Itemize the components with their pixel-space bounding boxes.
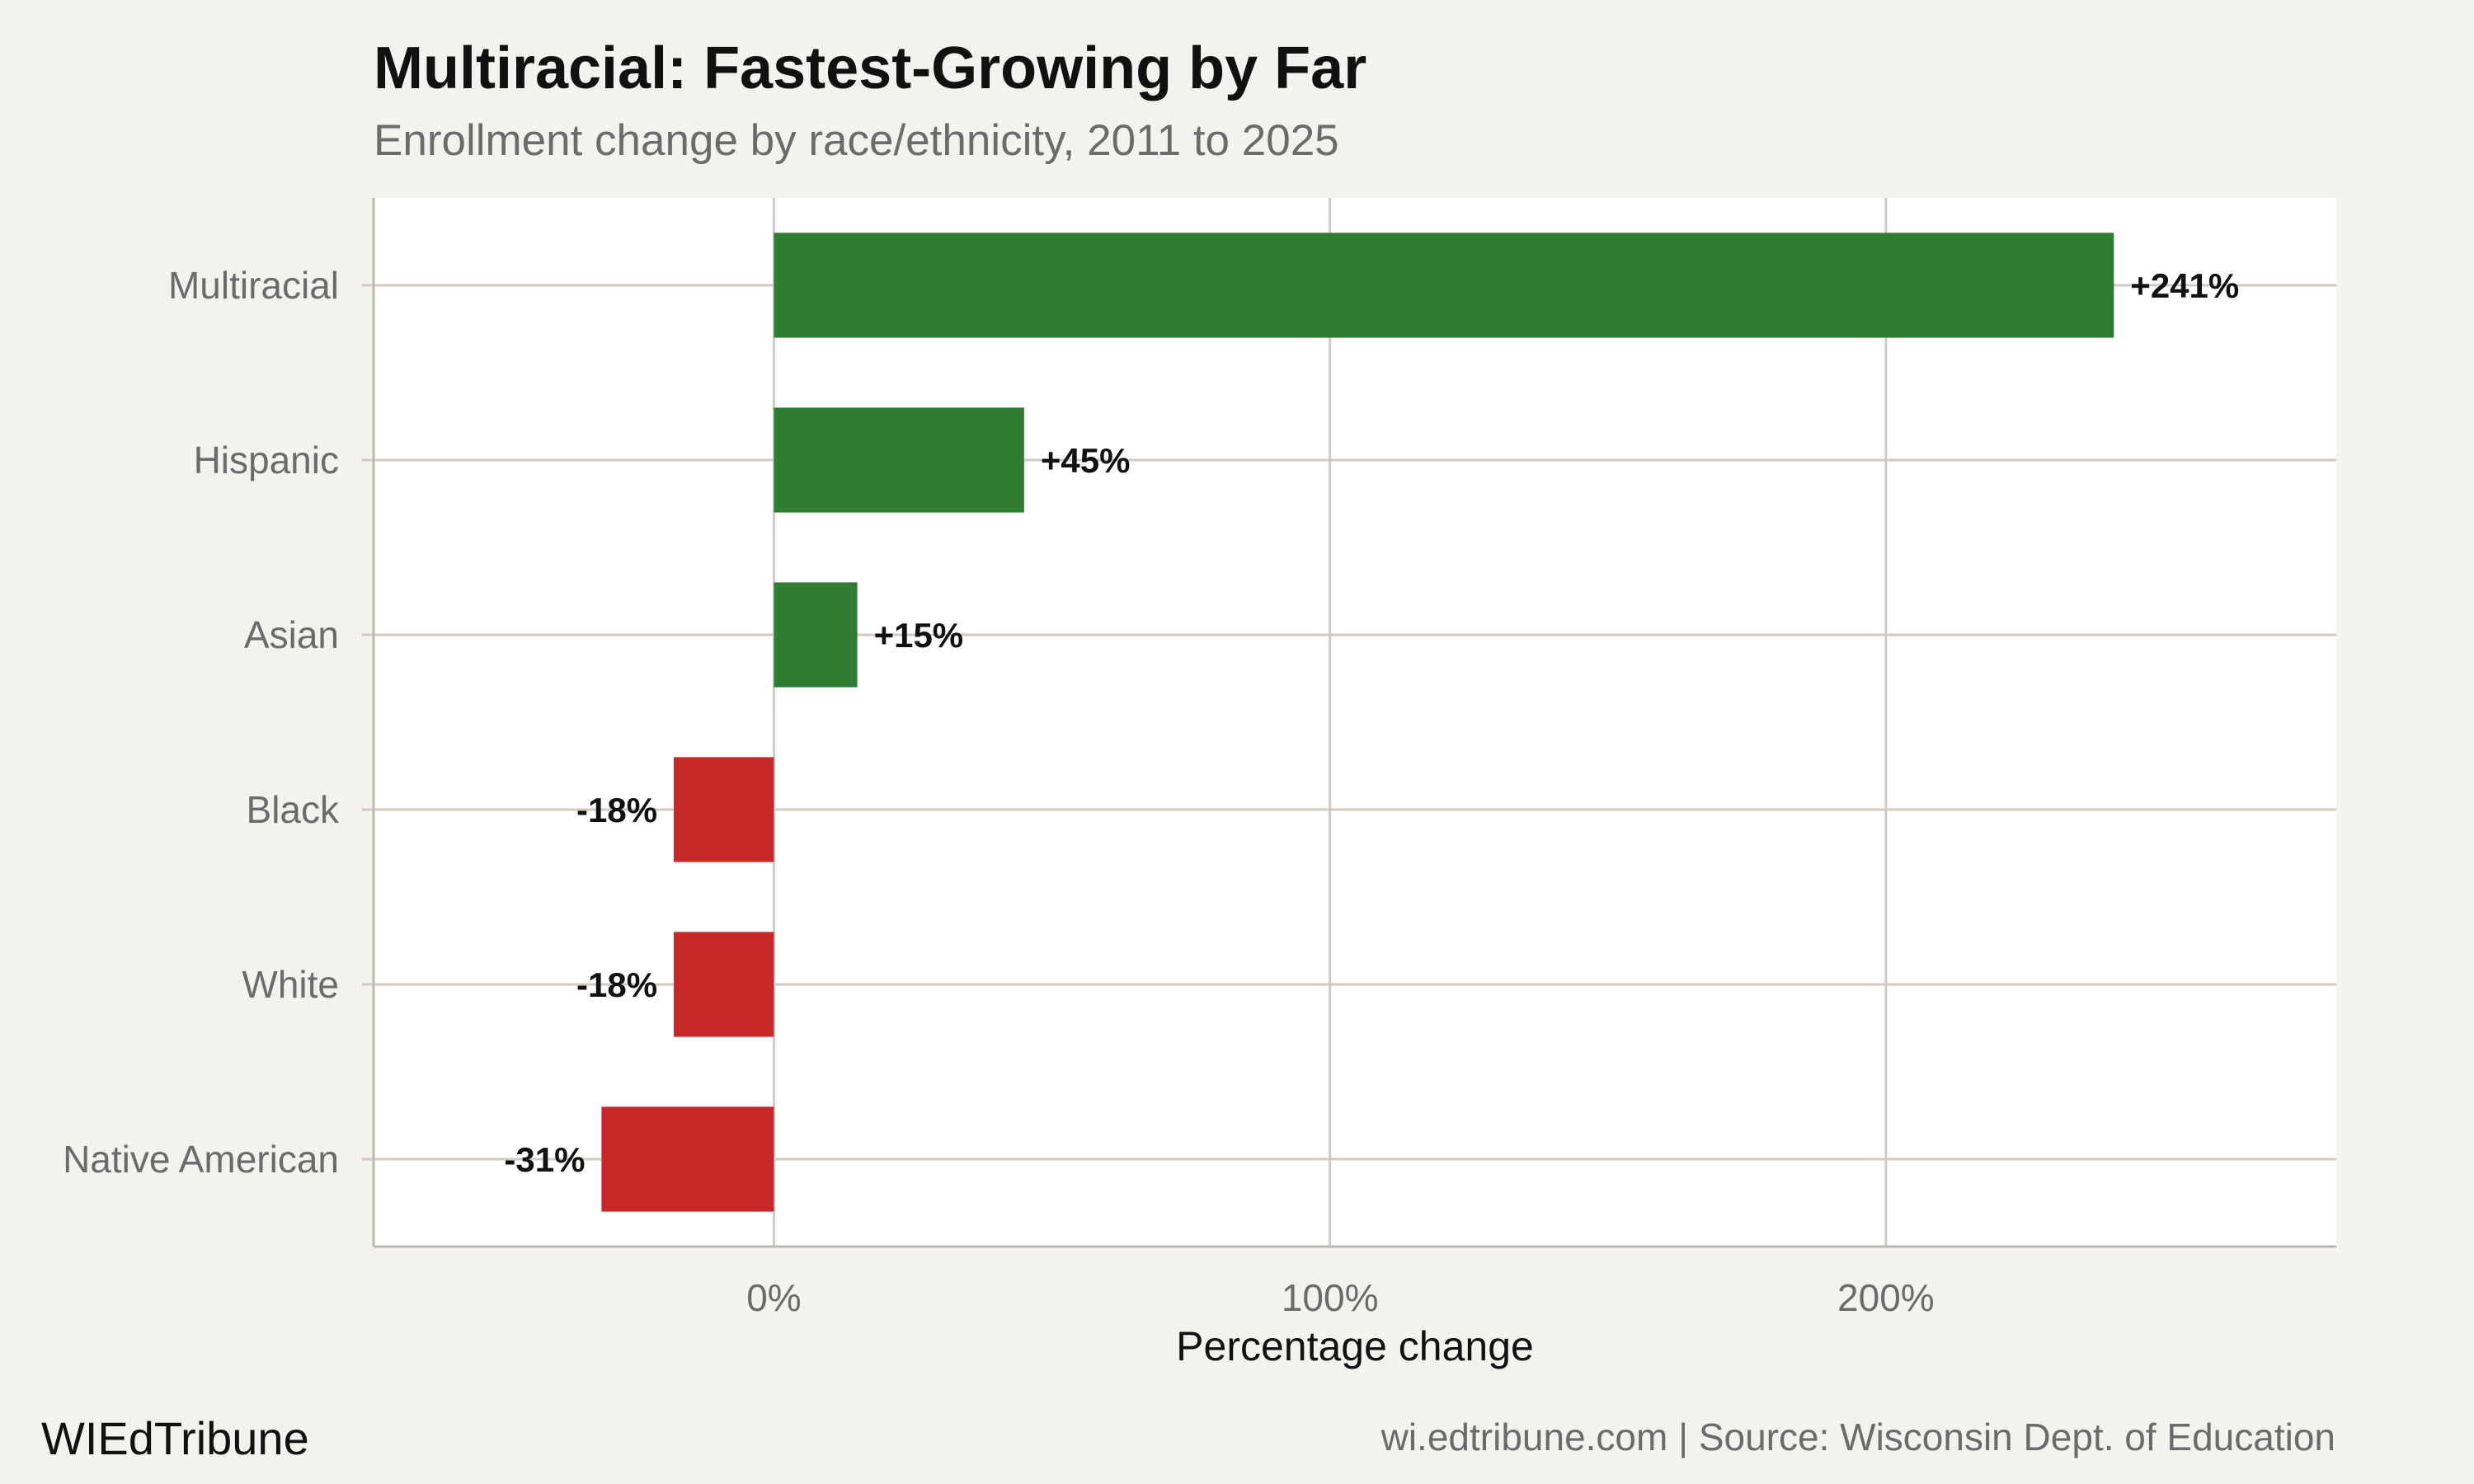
x-tick-label: 200% [1837, 1276, 1935, 1319]
y-tick-label: Hispanic [194, 439, 339, 481]
data-label: -18% [576, 791, 657, 829]
bars [601, 232, 2114, 1212]
y-tick-label: Black [247, 788, 340, 831]
y-axis-tick-labels: Multiracial Hispanic Asian Black White Native… [63, 264, 340, 1181]
chart-subtitle: Enrollment change by race/ethnicity, 201… [374, 116, 1339, 165]
y-tick-label: Asian [244, 613, 339, 656]
chart-title: Multiracial: Fastest-Growing by Far [374, 35, 1367, 101]
y-tick-label: Native American [63, 1138, 339, 1181]
source-credit: wi.edtribune.com | Source: Wisconsin Dep… [1380, 1416, 2335, 1458]
x-axis-title: Percentage change [1176, 1323, 1534, 1369]
y-tick-label: Multiracial [168, 264, 339, 307]
bar-multiracial [774, 232, 2114, 338]
x-tick-label: 0% [746, 1276, 801, 1319]
data-label: +45% [1041, 441, 1131, 480]
brand-logo-text: WIEdTribune [41, 1412, 309, 1464]
bar-white [674, 932, 774, 1037]
x-tick-label: 100% [1282, 1276, 1379, 1319]
bar-native-american [601, 1106, 774, 1212]
data-label: +241% [2130, 266, 2239, 305]
x-axis-tick-labels: 0% 100% 200% [746, 1276, 1935, 1319]
plot-panel [374, 198, 2336, 1247]
y-tick-label: White [242, 963, 339, 1006]
data-label: -31% [504, 1140, 585, 1179]
bar-black [674, 757, 774, 862]
data-label: +15% [874, 616, 964, 655]
bar-asian [774, 582, 858, 688]
bar-hispanic [774, 407, 1024, 513]
data-labels: +241% +45% +15% -18% -18% -31% [504, 266, 2239, 1179]
data-label: -18% [576, 965, 657, 1004]
